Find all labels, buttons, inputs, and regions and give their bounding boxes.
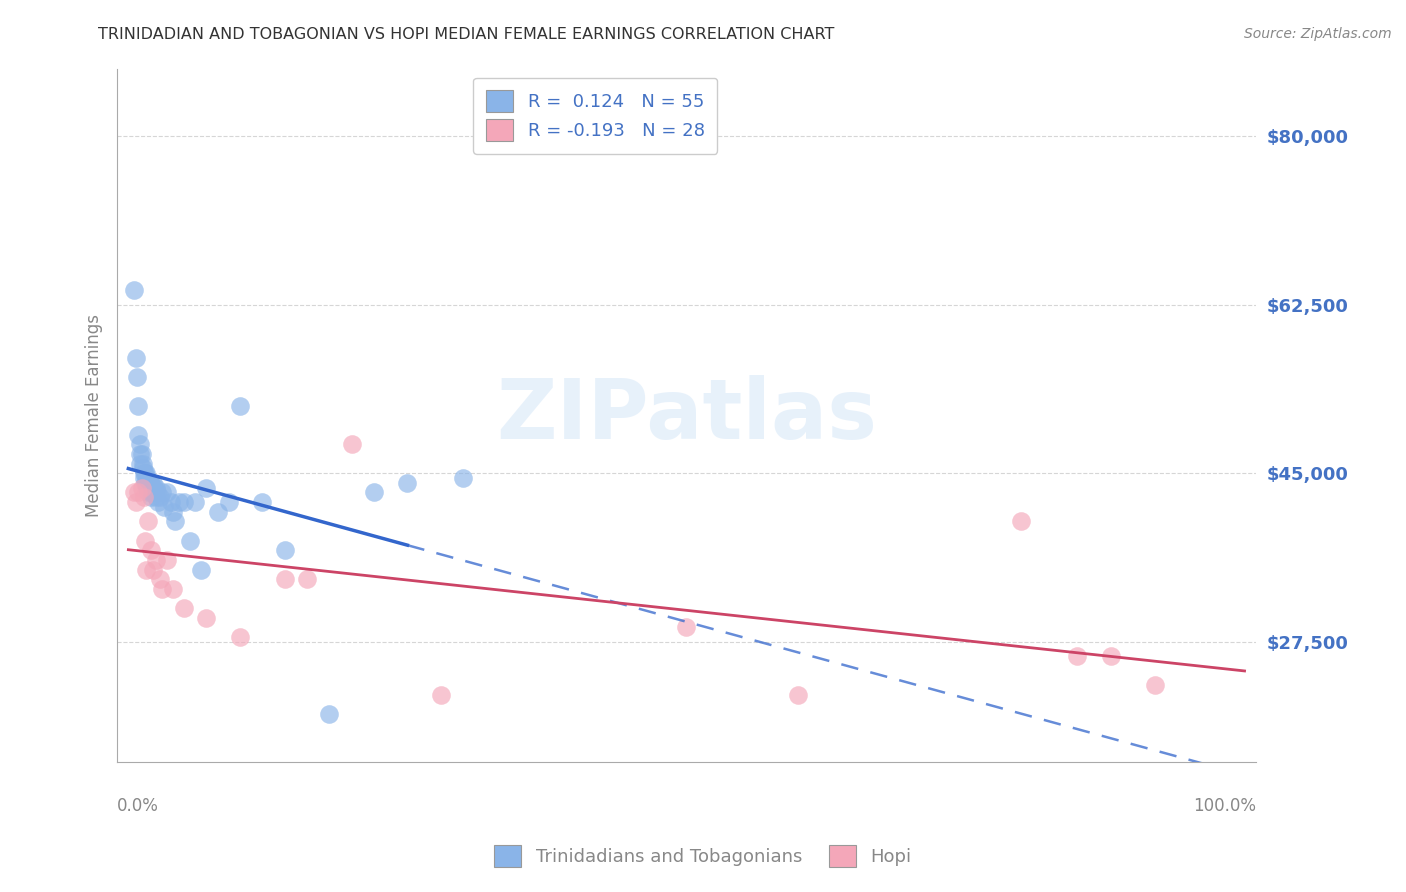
Point: [184, 495, 207, 509]
Point: [190, 562, 212, 576]
Point: [156, 553, 179, 567]
Point: [122, 283, 145, 297]
Point: [128, 457, 150, 471]
Point: [132, 461, 155, 475]
Point: [138, 475, 160, 490]
Point: [145, 481, 167, 495]
Text: TRINIDADIAN AND TOBAGONIAN VS HOPI MEDIAN FEMALE EARNINGS CORRELATION CHART: TRINIDADIAN AND TOBAGONIAN VS HOPI MEDIA…: [98, 27, 835, 42]
Point: [132, 466, 155, 480]
Point: [139, 485, 162, 500]
Point: [165, 514, 187, 528]
Text: 0.0%: 0.0%: [117, 797, 159, 815]
Point: [134, 466, 156, 480]
Point: [128, 437, 150, 451]
Point: [148, 495, 170, 509]
Point: [396, 475, 419, 490]
Point: [138, 481, 160, 495]
Point: [134, 475, 156, 490]
Point: [136, 471, 159, 485]
Point: [318, 706, 340, 721]
Point: [138, 514, 160, 528]
Point: [145, 553, 167, 567]
Point: [142, 562, 165, 576]
Point: [146, 485, 169, 500]
Point: [125, 495, 148, 509]
Point: [451, 471, 474, 485]
Text: 100.0%: 100.0%: [1192, 797, 1256, 815]
Point: [139, 543, 162, 558]
Point: [273, 572, 295, 586]
Point: [134, 533, 156, 548]
Point: [252, 495, 274, 509]
Point: [135, 475, 157, 490]
Text: Source: ZipAtlas.com: Source: ZipAtlas.com: [1244, 27, 1392, 41]
Point: [127, 399, 149, 413]
Point: [340, 437, 363, 451]
Point: [131, 447, 153, 461]
Point: [127, 427, 149, 442]
Point: [787, 688, 810, 702]
Point: [122, 485, 145, 500]
Point: [273, 543, 295, 558]
Point: [128, 447, 150, 461]
Point: [136, 481, 159, 495]
Point: [195, 610, 218, 624]
Point: [138, 475, 160, 490]
Point: [149, 572, 172, 586]
Point: [430, 688, 453, 702]
Point: [135, 466, 157, 480]
Point: [132, 471, 155, 485]
Point: [229, 630, 252, 644]
Point: [127, 485, 149, 500]
Legend: Trinidadians and Tobagonians, Hopi: Trinidadians and Tobagonians, Hopi: [486, 838, 920, 874]
Point: [1099, 649, 1122, 664]
Point: [138, 485, 160, 500]
Point: [135, 562, 157, 576]
Point: [179, 533, 201, 548]
Point: [1066, 649, 1088, 664]
Point: [142, 475, 165, 490]
Point: [229, 399, 252, 413]
Point: [675, 620, 697, 634]
Point: [167, 495, 190, 509]
Point: [173, 601, 195, 615]
Point: [207, 505, 229, 519]
Point: [132, 457, 155, 471]
Y-axis label: Median Female Earnings: Median Female Earnings: [86, 314, 103, 516]
Point: [363, 485, 385, 500]
Point: [145, 490, 167, 504]
Point: [150, 485, 173, 500]
Point: [125, 351, 148, 365]
Point: [142, 485, 165, 500]
Point: [150, 582, 173, 596]
Point: [173, 495, 195, 509]
Point: [139, 490, 162, 504]
Point: [1010, 514, 1032, 528]
Text: ZIPatlas: ZIPatlas: [496, 375, 877, 456]
Point: [1144, 678, 1167, 692]
Point: [195, 481, 218, 495]
Point: [162, 582, 184, 596]
Point: [127, 369, 149, 384]
Point: [162, 505, 184, 519]
Point: [159, 495, 181, 509]
Legend: R =  0.124   N = 55, R = -0.193   N = 28: R = 0.124 N = 55, R = -0.193 N = 28: [474, 78, 717, 154]
Point: [131, 481, 153, 495]
Point: [156, 485, 179, 500]
Point: [149, 490, 172, 504]
Point: [295, 572, 318, 586]
Point: [132, 490, 155, 504]
Point: [218, 495, 240, 509]
Point: [139, 475, 162, 490]
Point: [143, 481, 166, 495]
Point: [153, 500, 176, 514]
